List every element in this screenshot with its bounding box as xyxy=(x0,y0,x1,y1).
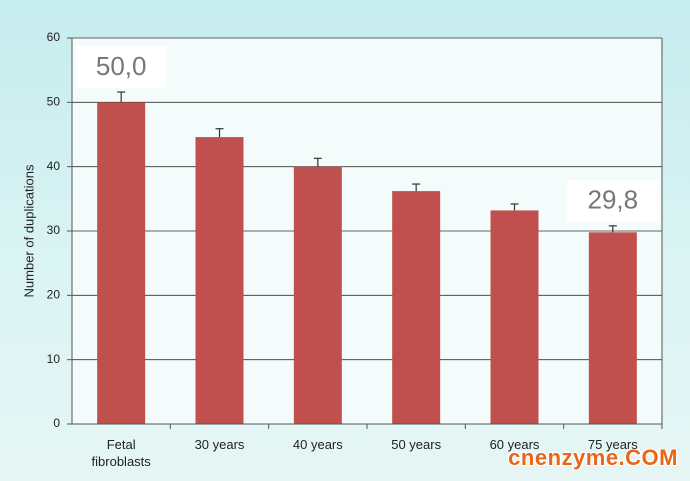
value-label: 29,8 xyxy=(588,185,639,215)
x-tick-label: 50 years xyxy=(391,437,442,452)
bar xyxy=(293,166,342,424)
x-tick-label: Fetal fibroblasts xyxy=(91,437,151,469)
bar xyxy=(195,137,244,424)
bar xyxy=(392,191,441,424)
y-tick-label: 10 xyxy=(47,352,61,366)
watermark: cnenzyme.COM xyxy=(508,445,678,470)
x-tick-label: 75 years xyxy=(587,437,638,452)
y-axis-label: Number of duplications xyxy=(21,164,36,297)
y-tick-label: 50 xyxy=(47,95,61,109)
y-tick-label: 0 xyxy=(53,416,60,430)
x-tick-label: 60 years xyxy=(489,437,540,452)
bar xyxy=(490,210,539,424)
bar xyxy=(588,232,637,424)
y-tick-label: 60 xyxy=(47,30,61,44)
x-tick-label: 40 years xyxy=(292,437,343,452)
value-label-box xyxy=(75,46,168,89)
value-label: 50,0 xyxy=(96,51,147,81)
value-label-box xyxy=(566,179,659,222)
bar xyxy=(97,102,146,424)
y-tick-label: 20 xyxy=(47,288,61,302)
x-tick-label: 30 years xyxy=(194,437,245,452)
y-tick-label: 30 xyxy=(47,223,61,237)
y-tick-label: 40 xyxy=(47,159,61,173)
